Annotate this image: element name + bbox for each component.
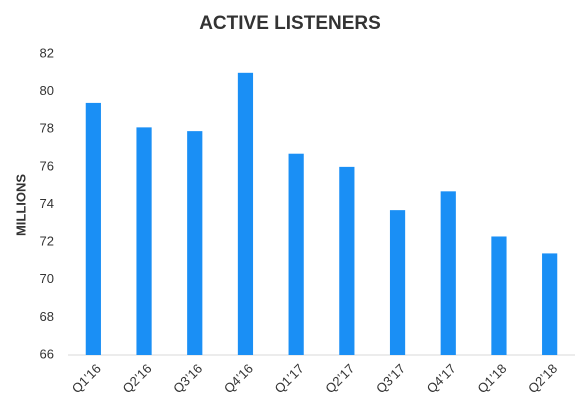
x-tick-label: Q2’18 [525,361,560,396]
y-axis-label: MILLIONS [13,174,28,236]
y-tick-label: 68 [40,309,54,324]
chart-title: ACTIVE LISTENERS [199,13,381,34]
x-tick-label: Q2’16 [119,361,154,396]
x-tick-label: Q4’17 [424,361,459,396]
bar [389,210,406,355]
bar [136,127,152,356]
y-tick-label: 66 [40,346,54,361]
y-tick-label: 82 [40,45,54,60]
bar [237,72,254,355]
x-tick-label: Q1’18 [474,361,509,396]
y-tick-label: 70 [40,271,54,286]
bar [339,166,355,355]
bar [542,253,558,355]
x-tick-label: Q3’16 [170,361,205,396]
x-tick-label: Q3’17 [373,361,408,396]
x-tick-label: Q1’17 [272,361,307,396]
y-tick-label: 76 [40,158,54,173]
x-tick-label: Q4’16 [221,361,256,396]
x-tick-label: Q2’17 [322,361,357,396]
y-tick-label: 80 [40,83,54,98]
bar [440,191,456,355]
bar [85,102,101,355]
y-tick-label: 74 [40,196,54,211]
y-tick-label: 78 [40,121,54,136]
y-tick-label: 72 [40,234,54,249]
bar [491,236,507,355]
bar [288,153,304,355]
x-tick-label: Q1’16 [69,361,104,396]
bar [187,131,203,355]
